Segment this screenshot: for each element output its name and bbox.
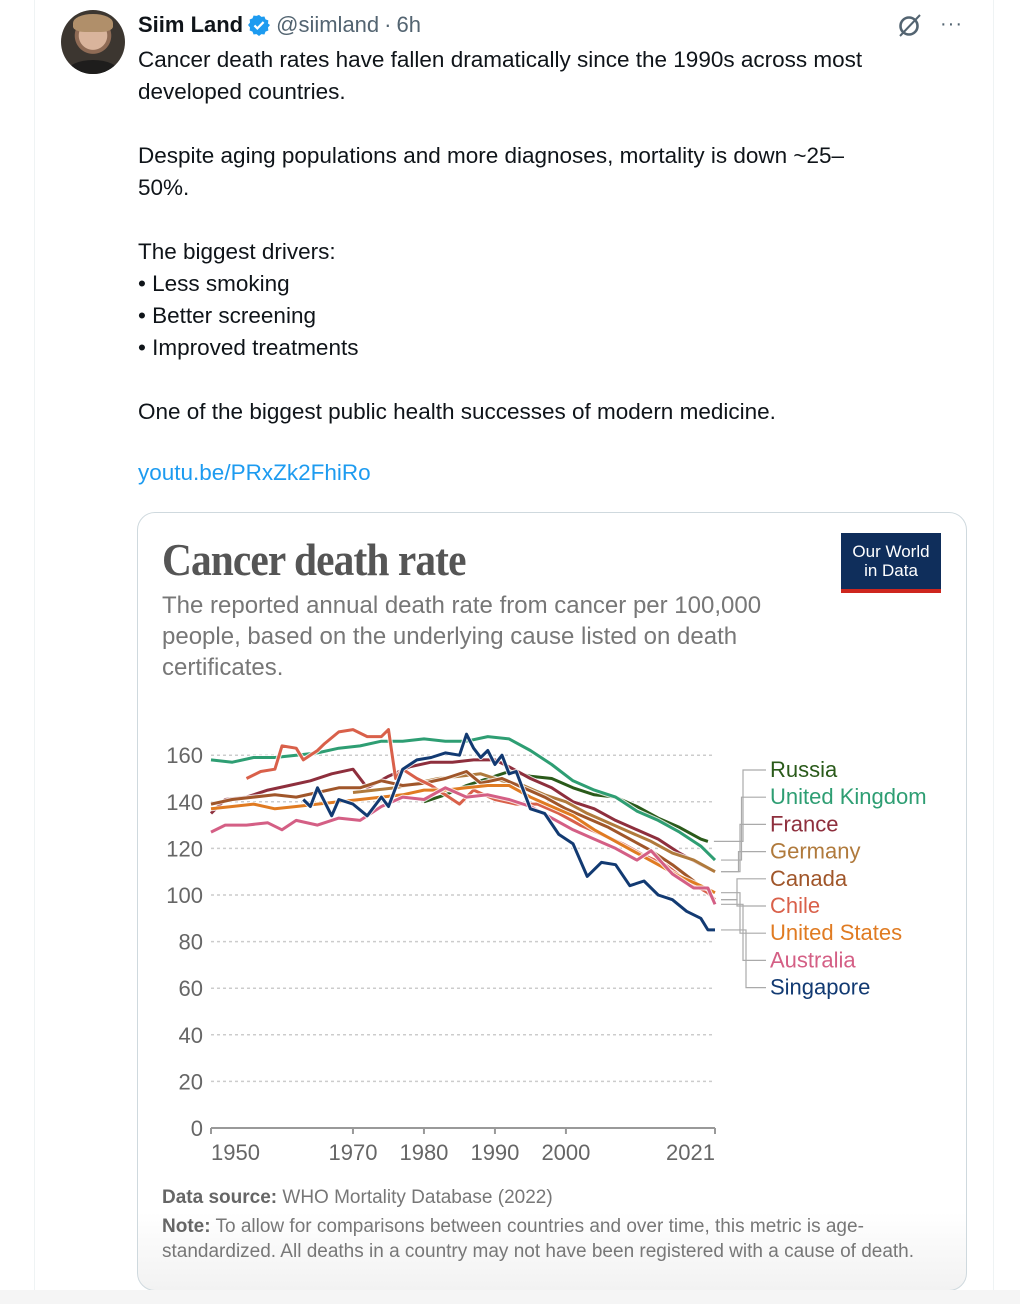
y-tick-label: 160 [166, 743, 203, 768]
series-label-singapore: Singapore [770, 975, 870, 1000]
chart-subtitle: The reported annual death rate from canc… [162, 592, 762, 681]
separator: · [384, 12, 392, 37]
x-tick-label: 1950 [211, 1140, 260, 1165]
series-label-chile: Chile [770, 893, 820, 918]
avatar-shirt [67, 60, 119, 74]
label-connector [713, 769, 766, 843]
y-tick-label: 20 [179, 1069, 203, 1094]
series-line-halo [301, 731, 715, 933]
y-tick-label: 0 [191, 1116, 203, 1141]
timestamp[interactable]: 6h [396, 12, 421, 37]
series-label-russia: Russia [770, 757, 838, 782]
tweet-header: Siim Land @siimland · 6h [138, 10, 421, 40]
data-source-label: Data source: [162, 1187, 278, 1208]
series-label-canada: Canada [770, 866, 848, 891]
x-tick-label: 1980 [399, 1140, 448, 1165]
chart-title: Cancer death rate [162, 534, 466, 585]
series-label-australia: Australia [770, 947, 856, 972]
label-connector [721, 903, 766, 961]
label-connector [721, 892, 766, 934]
x-tick-label: 2000 [541, 1140, 590, 1165]
series-label-france: France [770, 811, 838, 836]
label-connector [721, 929, 766, 989]
y-tick-label: 140 [166, 790, 203, 815]
y-tick-label: 80 [179, 930, 203, 955]
data-source: Data source: WHO Mortality Database (202… [162, 1187, 553, 1209]
label-connector [721, 899, 766, 907]
series-line-australia [210, 786, 717, 905]
author-handle[interactable]: @siimland [276, 12, 380, 37]
series-label-united-states: United States [770, 920, 902, 945]
y-tick-label: 120 [166, 836, 203, 861]
series-line-france [209, 758, 716, 874]
y-tick-label: 100 [166, 883, 203, 908]
avatar[interactable] [61, 10, 125, 74]
avatar-hair [73, 14, 113, 32]
tweet-link[interactable]: youtu.be/PRxZk2FhiRo [138, 460, 371, 485]
chart-note-label: Note: [162, 1216, 211, 1237]
chart-note-text: To allow for comparisons between countri… [162, 1216, 915, 1262]
tweet-text: Cancer death rates have fallen dramatica… [138, 47, 863, 424]
timeline-border-left [34, 0, 35, 1304]
y-tick-label: 40 [179, 1023, 203, 1048]
x-tick-label: 2021 [666, 1140, 715, 1165]
series-line-russia [423, 770, 709, 843]
x-tick-label: 1990 [470, 1140, 519, 1165]
series-label-united-kingdom: United Kingdom [770, 784, 927, 809]
series-line-singapore [302, 732, 715, 932]
chart-note: Note: To allow for comparisons between c… [162, 1215, 922, 1264]
series-line-united-states [210, 784, 716, 895]
x-tick-label: 1970 [328, 1140, 377, 1165]
more-options-icon[interactable]: ··· [940, 13, 963, 35]
label-connector [721, 878, 766, 901]
bottom-edge [0, 1290, 1020, 1304]
owid-logo: Our World in Data [841, 533, 941, 593]
data-source-text: WHO Mortality Database (2022) [277, 1187, 553, 1208]
grok-icon[interactable] [897, 12, 923, 38]
owid-logo-line2: in Data [864, 561, 918, 580]
line-chart: 0 20 40 60 80 100 120 140 160 1950 1970 1980 1990 200… [166, 727, 927, 1165]
timeline-border-right [993, 0, 994, 1304]
series-label-germany: Germany [770, 839, 860, 864]
chart-card[interactable]: Cancer death rate The reported annual de… [137, 512, 967, 1291]
owid-logo-line1: Our World [852, 542, 930, 561]
label-connector [721, 796, 766, 861]
author-name[interactable]: Siim Land [138, 12, 244, 37]
label-connector [721, 851, 766, 873]
verified-badge-icon [248, 14, 271, 36]
y-tick-label: 60 [179, 976, 203, 1001]
series-line-canada [210, 770, 716, 901]
